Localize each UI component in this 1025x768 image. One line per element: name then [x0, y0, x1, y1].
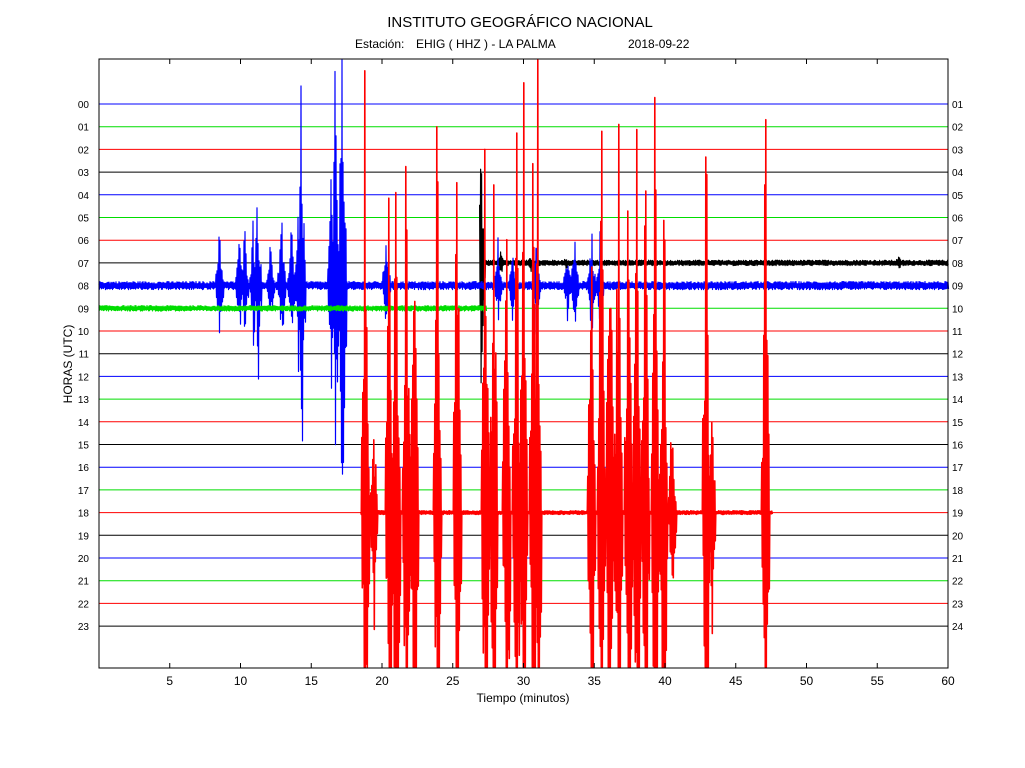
- trace-18: [360, 59, 774, 668]
- x-tick-label: 45: [729, 674, 743, 688]
- x-tick-label: 15: [305, 674, 319, 688]
- hour-label-left: 03: [78, 168, 90, 179]
- hour-label-left: 14: [78, 418, 90, 429]
- x-tick-label: 40: [658, 674, 672, 688]
- hour-label-right: 02: [952, 123, 964, 134]
- station-date: 2018-09-22: [628, 37, 690, 51]
- x-tick-label: 55: [871, 674, 885, 688]
- hour-label-right: 03: [952, 145, 964, 156]
- station-name: EHIG ( HHZ ) - LA PALMA: [416, 37, 556, 51]
- hour-label-left: 06: [78, 236, 90, 247]
- hour-label-left: 13: [78, 395, 90, 406]
- hour-label-right: 21: [952, 554, 964, 565]
- hour-label-right: 19: [952, 509, 964, 520]
- hour-label-right: 07: [952, 236, 964, 247]
- hour-label-left: 02: [78, 145, 90, 156]
- hour-label-left: 18: [78, 509, 90, 520]
- hour-label-right: 15: [952, 418, 964, 429]
- chart-title: INSTITUTO GEOGRÁFICO NACIONAL: [387, 14, 653, 31]
- hour-label-left: 22: [78, 599, 90, 610]
- hour-label-left: 20: [78, 554, 90, 565]
- hour-label-right: 09: [952, 282, 964, 293]
- hour-label-left: 07: [78, 259, 90, 270]
- hour-label-left: 17: [78, 486, 90, 497]
- hour-label-left: 08: [78, 282, 90, 293]
- x-tick-label: 20: [375, 674, 389, 688]
- hour-label-right: 20: [952, 531, 964, 542]
- hour-label-left: 12: [78, 372, 90, 383]
- x-tick-label: 10: [234, 674, 248, 688]
- hour-label-right: 24: [952, 622, 964, 633]
- hour-label-left: 05: [78, 214, 90, 225]
- hour-label-left: 00: [78, 100, 90, 111]
- hour-label-right: 16: [952, 441, 964, 452]
- hour-label-right: 08: [952, 259, 964, 270]
- trace-07: [479, 168, 949, 384]
- hour-label-left: 04: [78, 191, 90, 202]
- hour-label-right: 14: [952, 395, 964, 406]
- x-tick-label: 35: [588, 674, 602, 688]
- hour-label-left: 21: [78, 577, 90, 588]
- hour-label-right: 18: [952, 486, 964, 497]
- station-label: Estación:: [355, 37, 404, 51]
- hour-label-left: 15: [78, 441, 90, 452]
- x-axis-label: Tiempo (minutos): [477, 691, 570, 705]
- hour-label-left: 10: [78, 327, 90, 338]
- hour-label-left: 11: [79, 350, 90, 361]
- x-tick-label: 25: [446, 674, 460, 688]
- hour-label-right: 11: [952, 327, 963, 338]
- y-axis-label: HORAS (UTC): [61, 325, 75, 404]
- hour-label-right: 12: [952, 350, 964, 361]
- x-tick-label: 60: [941, 674, 955, 688]
- hour-label-right: 06: [952, 214, 964, 225]
- seismic-traces: [98, 59, 950, 668]
- hour-label-left: 23: [78, 622, 90, 633]
- hour-label-right: 10: [952, 304, 964, 315]
- hour-label-left: 01: [78, 123, 90, 134]
- hour-label-left: 09: [78, 304, 90, 315]
- left-hour-labels: 00 01 02 03 04 05 06 07 08 09 10 11 12 13 14 15 16 17 18 19…: [78, 100, 90, 633]
- hour-label-right: 22: [952, 577, 964, 588]
- hour-label-right: 05: [952, 191, 964, 202]
- hour-label-left: 19: [78, 531, 90, 542]
- x-axis-ticks: 5 10 15 20 25 30 35 40 45 50 55 60: [166, 59, 955, 688]
- hour-label-left: 16: [78, 463, 90, 474]
- x-tick-label: 30: [517, 674, 531, 688]
- hour-label-right: 17: [952, 463, 964, 474]
- hour-label-right: 13: [952, 372, 964, 383]
- hour-label-right: 04: [952, 168, 964, 179]
- x-tick-label: 50: [800, 674, 814, 688]
- right-hour-labels: 01 02 03 04 05 06 07 08 09 10 11 12 13 14 15 16 17 18 19 20…: [952, 100, 964, 633]
- trace-09: [98, 305, 488, 312]
- hour-label-right: 23: [952, 599, 964, 610]
- x-tick-label: 5: [166, 674, 173, 688]
- hour-label-right: 01: [952, 100, 964, 111]
